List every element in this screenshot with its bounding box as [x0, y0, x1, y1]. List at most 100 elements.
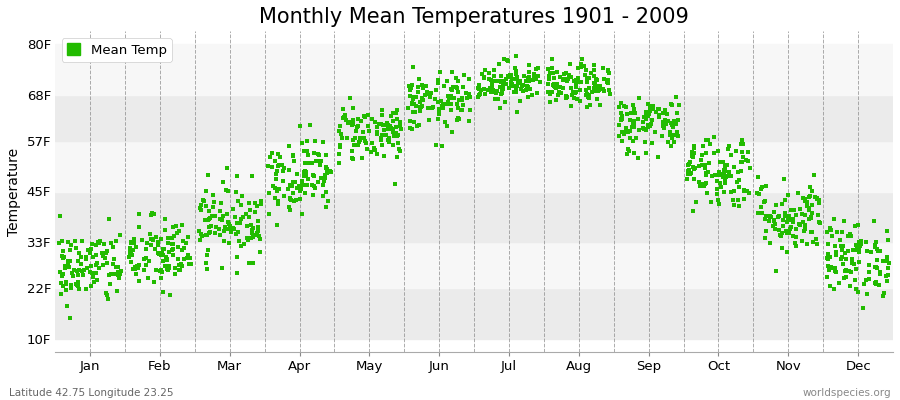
- Point: [710, 191, 724, 197]
- Point: [725, 197, 740, 204]
- Point: [97, 250, 112, 256]
- Point: [220, 211, 235, 217]
- Point: [337, 115, 351, 121]
- Point: [786, 216, 800, 222]
- Point: [799, 199, 814, 205]
- Point: [698, 180, 713, 186]
- Point: [821, 251, 835, 257]
- Point: [56, 270, 70, 277]
- Point: [787, 207, 801, 214]
- Point: [688, 164, 703, 171]
- Point: [89, 262, 104, 269]
- Point: [793, 206, 807, 212]
- Point: [159, 257, 174, 264]
- Point: [591, 87, 606, 93]
- Point: [589, 85, 603, 91]
- Point: [251, 224, 266, 230]
- Point: [431, 99, 446, 105]
- Point: [548, 85, 562, 92]
- Point: [436, 105, 450, 111]
- Point: [501, 73, 516, 80]
- Point: [220, 219, 235, 225]
- Point: [487, 66, 501, 73]
- Point: [565, 92, 580, 98]
- Point: [665, 124, 680, 130]
- Point: [548, 84, 562, 90]
- Point: [612, 121, 626, 128]
- Point: [64, 282, 78, 288]
- Point: [290, 185, 304, 191]
- Point: [132, 224, 147, 230]
- Point: [242, 214, 256, 220]
- Point: [698, 164, 712, 171]
- Point: [597, 76, 611, 82]
- Point: [812, 219, 826, 225]
- Point: [813, 220, 827, 226]
- Point: [288, 178, 302, 185]
- Point: [645, 116, 660, 123]
- Point: [248, 232, 263, 238]
- Point: [687, 142, 701, 149]
- Point: [160, 266, 175, 272]
- Point: [127, 236, 141, 242]
- Point: [440, 100, 454, 107]
- Point: [292, 123, 307, 129]
- Point: [759, 212, 773, 219]
- Point: [496, 86, 510, 92]
- Point: [542, 73, 556, 79]
- Point: [307, 172, 321, 179]
- Point: [60, 238, 75, 245]
- Point: [238, 210, 253, 217]
- Point: [253, 236, 267, 243]
- Point: [297, 190, 311, 196]
- Point: [275, 168, 290, 174]
- Point: [658, 119, 672, 125]
- Point: [626, 150, 641, 156]
- Point: [510, 79, 525, 86]
- Point: [66, 273, 80, 279]
- Point: [802, 207, 816, 213]
- Point: [415, 95, 429, 102]
- Point: [150, 239, 165, 245]
- Point: [282, 204, 296, 210]
- Point: [663, 129, 678, 136]
- Point: [309, 158, 323, 164]
- Point: [338, 112, 352, 118]
- Point: [245, 173, 259, 179]
- Point: [65, 270, 79, 276]
- Point: [680, 168, 695, 174]
- Point: [410, 84, 425, 91]
- Point: [820, 229, 834, 235]
- Point: [862, 262, 877, 268]
- Point: [402, 87, 417, 93]
- Point: [734, 168, 748, 174]
- Point: [410, 123, 424, 129]
- Point: [316, 182, 330, 188]
- Point: [665, 135, 680, 141]
- Point: [641, 113, 655, 120]
- Point: [556, 84, 571, 91]
- Point: [306, 192, 320, 198]
- Point: [648, 129, 662, 136]
- Point: [145, 210, 159, 216]
- Point: [450, 100, 464, 107]
- Point: [193, 205, 207, 211]
- Point: [418, 92, 432, 98]
- Point: [786, 219, 800, 225]
- Point: [364, 149, 378, 156]
- Point: [834, 243, 849, 249]
- Point: [254, 198, 268, 204]
- Point: [623, 135, 637, 142]
- Point: [107, 256, 122, 262]
- Point: [139, 262, 153, 269]
- Point: [828, 243, 842, 249]
- Point: [701, 169, 716, 176]
- Point: [557, 76, 572, 82]
- Point: [648, 108, 662, 115]
- Point: [525, 92, 539, 98]
- Point: [361, 122, 375, 129]
- Point: [631, 116, 645, 122]
- Point: [390, 116, 404, 122]
- Point: [68, 281, 83, 287]
- Point: [810, 194, 824, 201]
